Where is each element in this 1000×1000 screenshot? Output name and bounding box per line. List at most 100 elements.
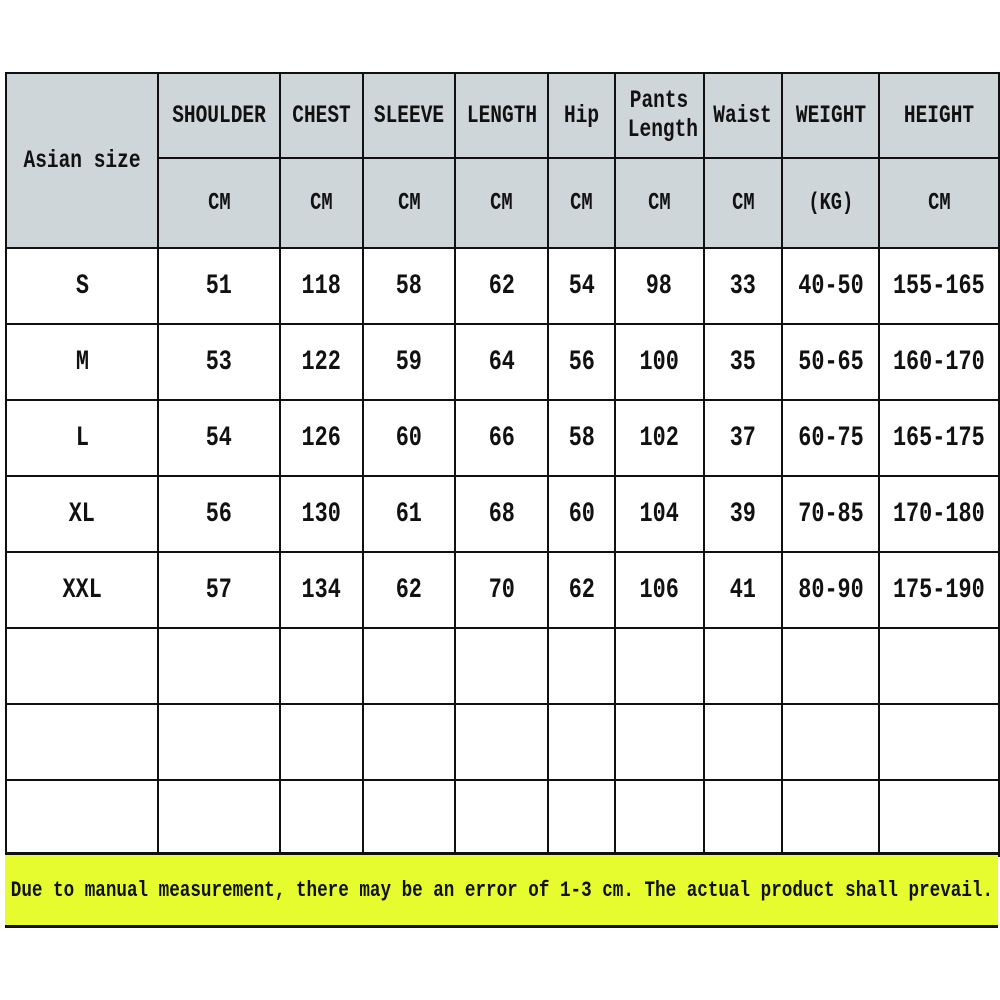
- column-header: WEIGHT: [781, 72, 881, 159]
- empty-cell: [362, 627, 457, 705]
- empty-cell: [454, 779, 550, 857]
- size-cell: XL: [4, 475, 160, 553]
- value-cell: 155-165: [878, 247, 1000, 325]
- column-header: Waist: [702, 72, 784, 159]
- column-header: Pants Length: [613, 72, 705, 159]
- empty-cell: [547, 703, 616, 781]
- empty-cell: [4, 779, 160, 857]
- empty-cell: [702, 779, 784, 857]
- unit-cell: CM: [613, 157, 705, 249]
- value-cell: 126: [279, 399, 365, 477]
- value-cell: 35: [702, 323, 784, 401]
- unit-cell: CM: [279, 157, 365, 249]
- value-cell: 37: [702, 399, 784, 477]
- unit-cell: CM: [547, 157, 616, 249]
- empty-cell: [613, 703, 705, 781]
- empty-cell: [781, 779, 881, 857]
- empty-cell: [547, 627, 616, 705]
- empty-cell: [4, 627, 160, 705]
- empty-row: [4, 703, 1000, 781]
- value-cell: 80-90: [781, 551, 881, 629]
- empty-cell: [702, 627, 784, 705]
- size-cell: XXL: [4, 551, 160, 629]
- value-cell: 165-175: [878, 399, 1000, 477]
- value-cell: 41: [702, 551, 784, 629]
- value-cell: 104: [613, 475, 705, 553]
- empty-cell: [362, 779, 457, 857]
- measurement-note: Due to manual measurement, there may be …: [5, 852, 998, 928]
- table-row: L 54 126 60 66 58 102 37 60-75 165-175: [4, 399, 1000, 477]
- column-header: Hip: [547, 72, 616, 159]
- empty-cell: [279, 779, 365, 857]
- size-chart-table: Asian size SHOULDER CHEST SLEEVE LENGTH …: [4, 72, 1000, 857]
- empty-cell: [702, 703, 784, 781]
- value-cell: 60: [547, 475, 616, 553]
- empty-row: [4, 779, 1000, 857]
- value-cell: 68: [454, 475, 550, 553]
- value-cell: 98: [613, 247, 705, 325]
- column-header: SHOULDER: [157, 72, 282, 159]
- value-cell: 40-50: [781, 247, 881, 325]
- value-cell: 118: [279, 247, 365, 325]
- empty-cell: [878, 779, 1000, 857]
- unit-cell: CM: [362, 157, 457, 249]
- empty-cell: [781, 627, 881, 705]
- value-cell: 58: [362, 247, 457, 325]
- value-cell: 106: [613, 551, 705, 629]
- size-header-label: Asian size: [23, 146, 141, 175]
- column-header: LENGTH: [454, 72, 550, 159]
- empty-cell: [279, 703, 365, 781]
- unit-cell: CM: [702, 157, 784, 249]
- empty-cell: [4, 703, 160, 781]
- header-row: Asian size SHOULDER CHEST SLEEVE LENGTH …: [4, 72, 1000, 249]
- empty-cell: [157, 779, 282, 857]
- table-row: XXL 57 134 62 70 62 106 41 80-90 175-190: [4, 551, 1000, 629]
- value-cell: 62: [362, 551, 457, 629]
- empty-row: [4, 627, 1000, 705]
- value-cell: 33: [702, 247, 784, 325]
- value-cell: 60: [362, 399, 457, 477]
- value-cell: 170-180: [878, 475, 1000, 553]
- table-row: XL 56 130 61 68 60 104 39 70-85 170-180: [4, 475, 1000, 553]
- value-cell: 58: [547, 399, 616, 477]
- empty-cell: [878, 703, 1000, 781]
- value-cell: 66: [454, 399, 550, 477]
- empty-cell: [454, 703, 550, 781]
- empty-cell: [613, 627, 705, 705]
- value-cell: 175-190: [878, 551, 1000, 629]
- value-cell: 160-170: [878, 323, 1000, 401]
- column-header: HEIGHT: [878, 72, 1000, 159]
- value-cell: 130: [279, 475, 365, 553]
- value-cell: 70: [454, 551, 550, 629]
- value-cell: 62: [454, 247, 550, 325]
- unit-cell: CM: [454, 157, 550, 249]
- value-cell: 102: [613, 399, 705, 477]
- empty-cell: [454, 627, 550, 705]
- size-cell: L: [4, 399, 160, 477]
- value-cell: 61: [362, 475, 457, 553]
- table-row: M 53 122 59 64 56 100 35 50-65 160-170: [4, 323, 1000, 401]
- unit-row: CM CM CM CM CM CM CM (KG) CM: [6, 157, 1000, 249]
- value-cell: 54: [157, 399, 282, 477]
- empty-cell: [157, 703, 282, 781]
- size-header: Asian size: [4, 72, 160, 249]
- value-cell: 53: [157, 323, 282, 401]
- value-cell: 60-75: [781, 399, 881, 477]
- size-cell: M: [4, 323, 160, 401]
- empty-cell: [613, 779, 705, 857]
- note-text: Due to manual measurement, there may be …: [10, 877, 993, 903]
- unit-cell: CM: [878, 157, 1000, 249]
- value-cell: 57: [157, 551, 282, 629]
- value-cell: 64: [454, 323, 550, 401]
- empty-cell: [279, 627, 365, 705]
- empty-cell: [878, 627, 1000, 705]
- value-cell: 51: [157, 247, 282, 325]
- value-cell: 56: [547, 323, 616, 401]
- empty-cell: [362, 703, 457, 781]
- value-cell: 59: [362, 323, 457, 401]
- empty-cell: [547, 779, 616, 857]
- value-cell: 39: [702, 475, 784, 553]
- unit-cell: CM: [157, 157, 282, 249]
- table-row: S 51 118 58 62 54 98 33 40-50 155-165: [4, 247, 1000, 325]
- value-cell: 54: [547, 247, 616, 325]
